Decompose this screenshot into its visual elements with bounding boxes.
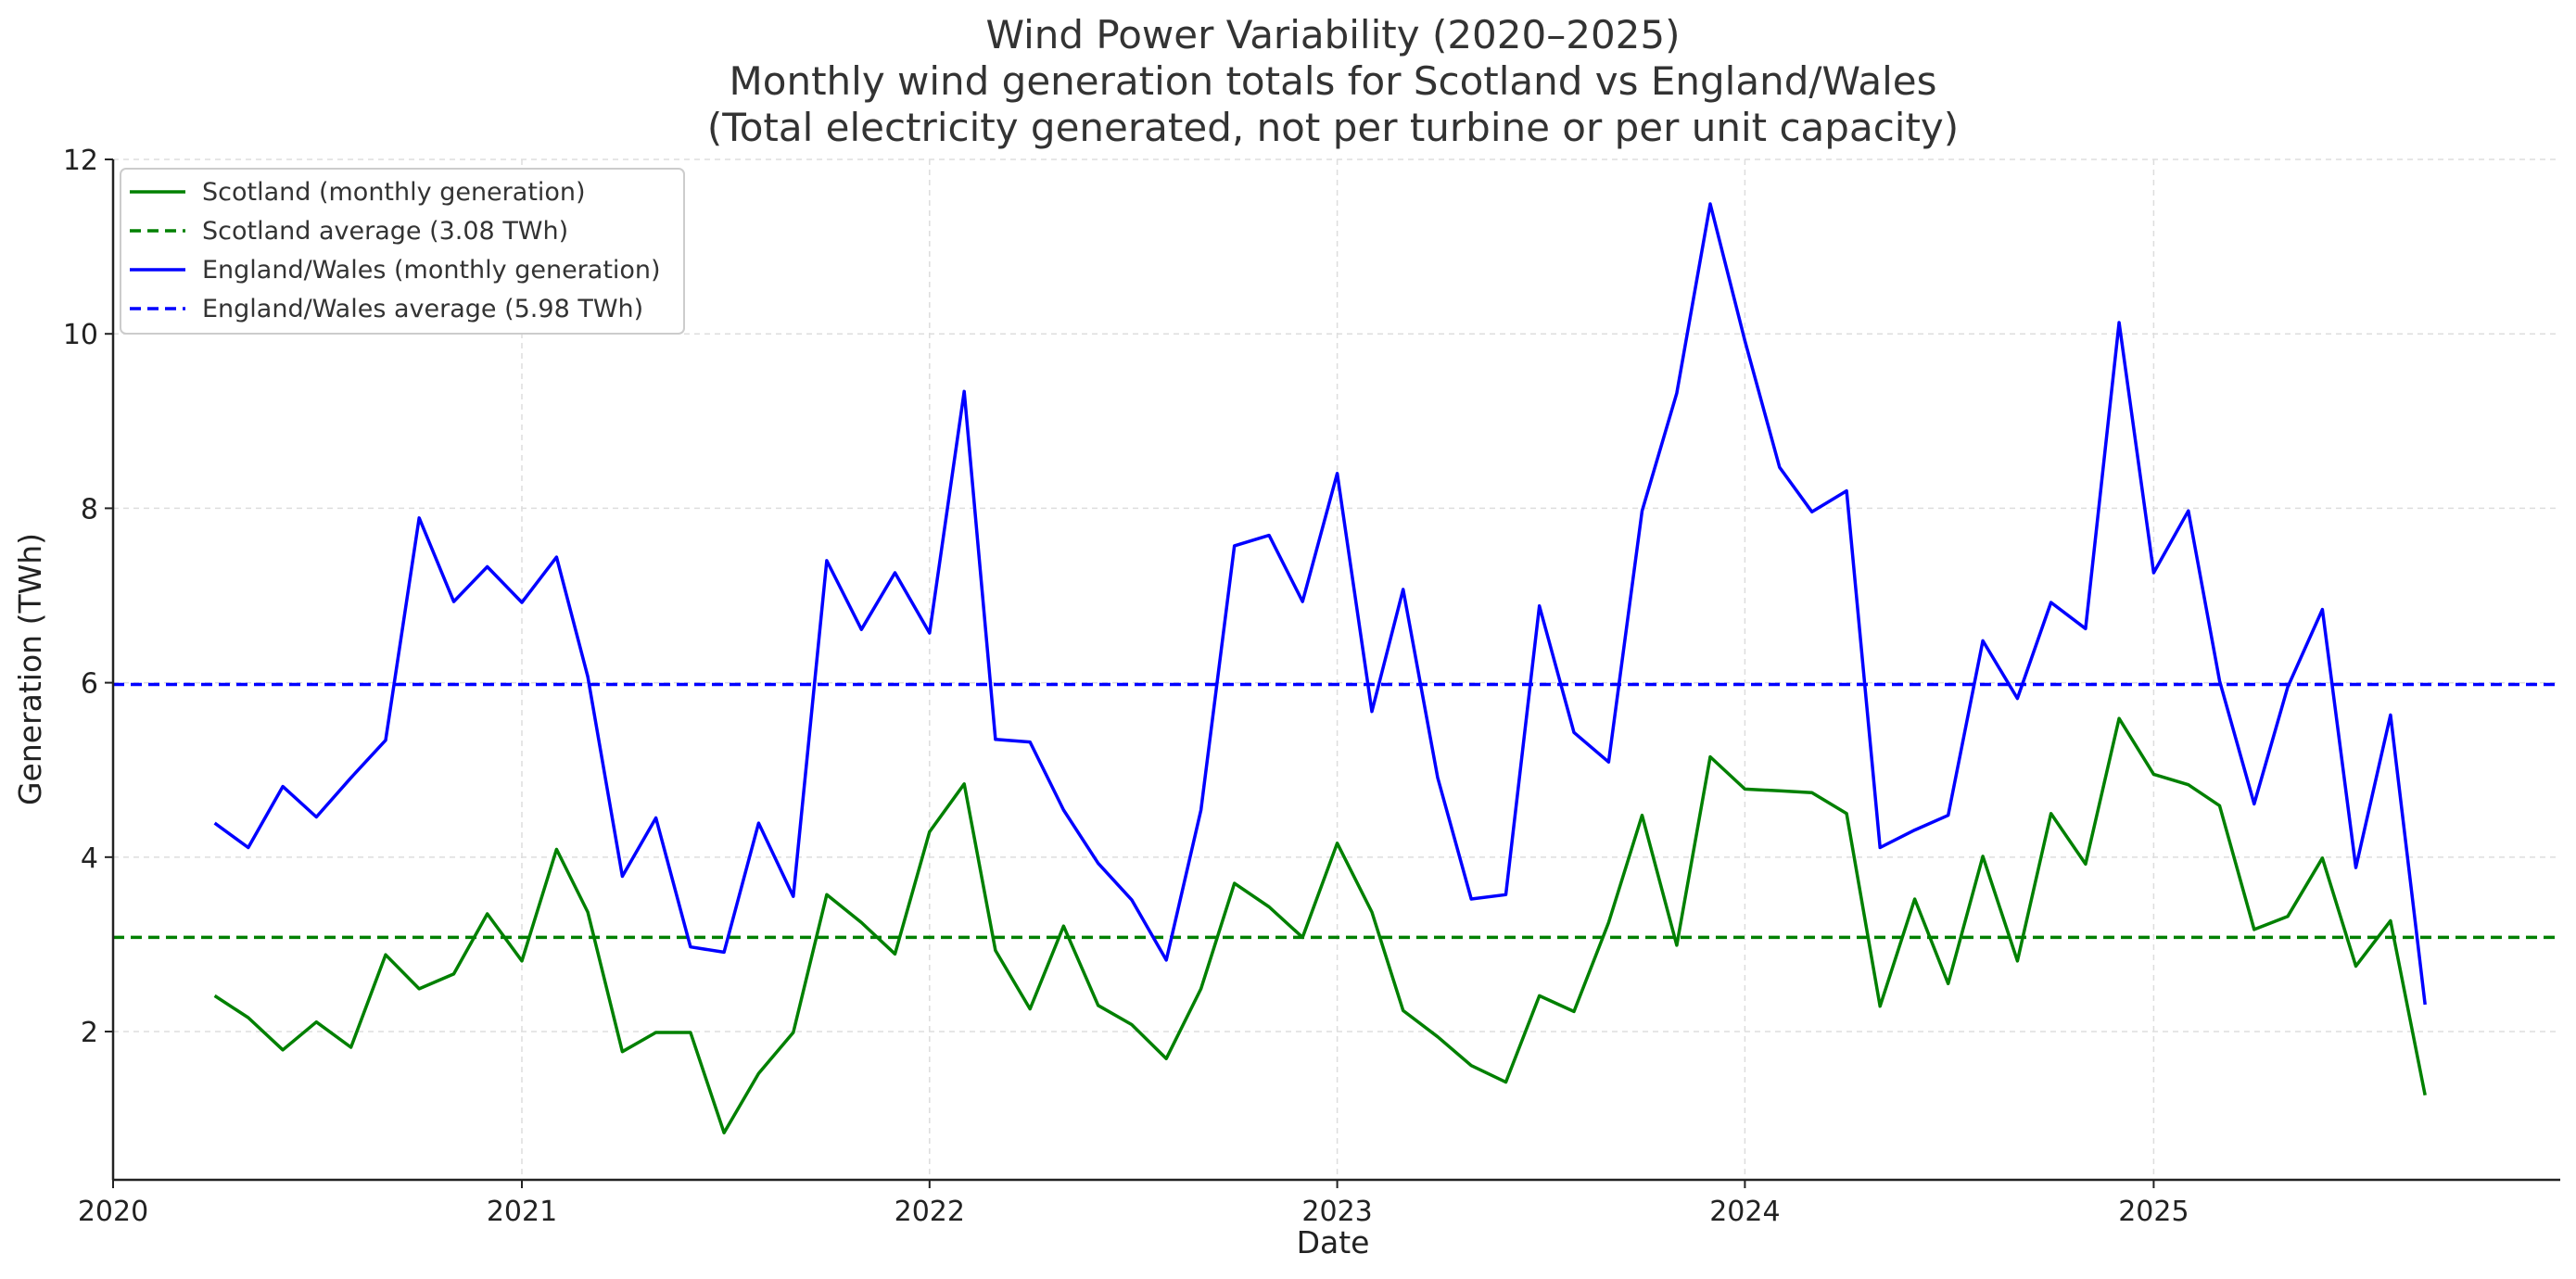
x-tick-label: 2022 bbox=[895, 1196, 965, 1228]
chart-title-line-2: Monthly wind generation totals for Scotl… bbox=[730, 58, 1937, 104]
y-axis-label: Generation (TWh) bbox=[12, 533, 48, 805]
y-tick-label: 8 bbox=[81, 493, 98, 526]
series-line-england-wales-monthly-generation bbox=[213, 202, 2427, 1006]
x-tick-label: 2025 bbox=[2118, 1196, 2189, 1228]
ticks: 2 4 6 8 10 12 2020 2021 2022 2023 2024 2025 bbox=[63, 145, 2189, 1228]
x-axis-label: Date bbox=[1297, 1224, 1370, 1260]
series-line-scotland-monthly-generation bbox=[213, 716, 2427, 1134]
legend-label-england-wales-average: England/Wales average (5.98 TWh) bbox=[202, 295, 643, 323]
x-tick-label: 2024 bbox=[1709, 1196, 1780, 1228]
chart-title-line-1: Wind Power Variability (2020–2025) bbox=[985, 12, 1680, 57]
y-tick-label: 2 bbox=[81, 1017, 98, 1049]
legend-label-scotland-average: Scotland average (3.08 TWh) bbox=[202, 217, 568, 246]
y-tick-label: 4 bbox=[81, 842, 98, 875]
y-tick-label: 10 bbox=[63, 319, 98, 351]
y-tick-label: 12 bbox=[63, 145, 98, 177]
legend-label-england-wales: England/Wales (monthly generation) bbox=[202, 256, 661, 285]
legend-box bbox=[120, 168, 685, 335]
x-tick-label: 2020 bbox=[78, 1196, 148, 1228]
x-tick-label: 2021 bbox=[487, 1196, 557, 1228]
series-layer bbox=[113, 202, 2560, 1134]
y-tick-label: 6 bbox=[81, 668, 98, 701]
x-tick-label: 2023 bbox=[1301, 1196, 1372, 1228]
legend: Scotland (monthly generation) Scotland a… bbox=[120, 168, 685, 335]
chart-title-line-3: (Total electricity generated, not per tu… bbox=[707, 105, 1959, 150]
legend-label-scotland: Scotland (monthly generation) bbox=[202, 178, 586, 207]
